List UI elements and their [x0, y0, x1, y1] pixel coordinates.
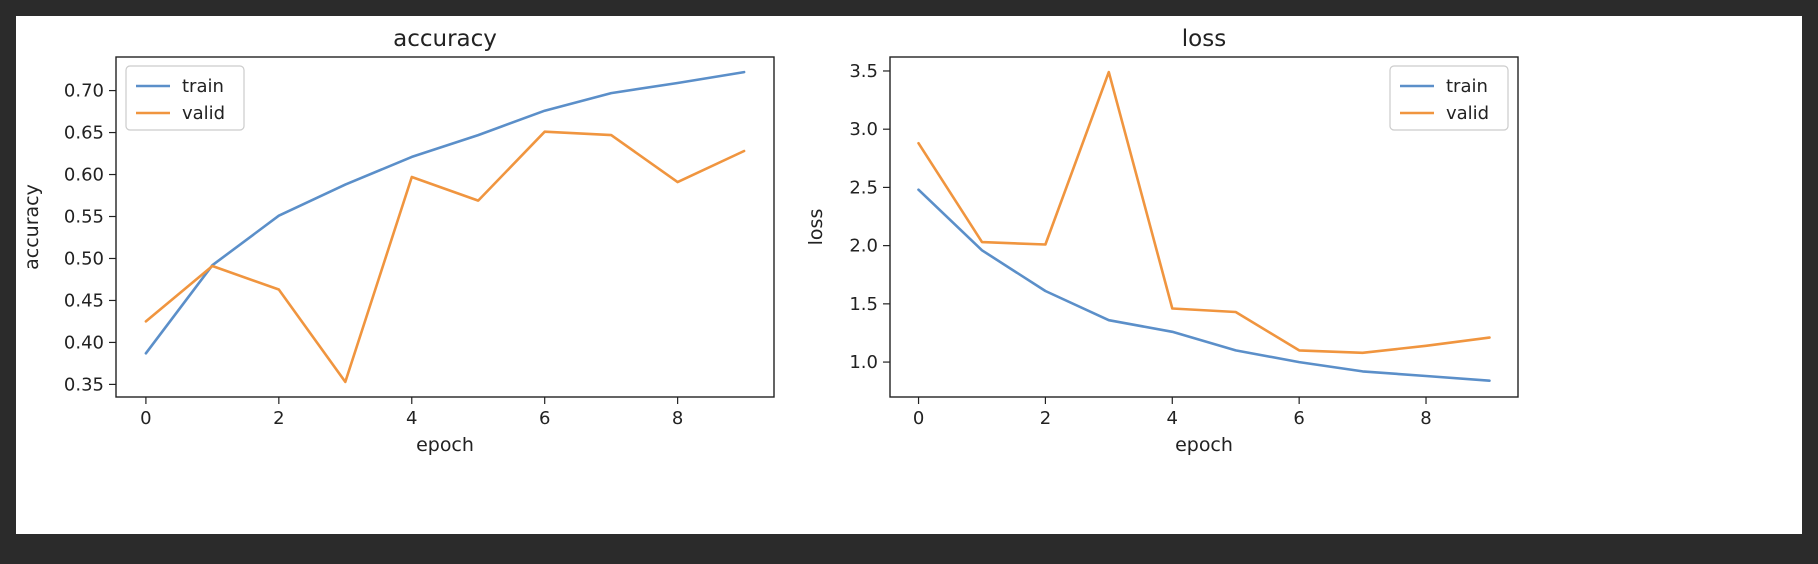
series-line-valid — [144, 130, 746, 384]
y-axis-label: loss — [805, 209, 827, 246]
plot-frame — [889, 56, 1519, 398]
y-tick-label: 0.35 — [64, 374, 104, 395]
x-tick-label: 8 — [672, 408, 683, 429]
y-tick-label: 3.5 — [849, 61, 878, 82]
chart-1: loss 0 2 4 6 8 1.0 1.5 2.0 2.5 3.0 3.5 epoch loss trai… — [805, 26, 1519, 456]
chart-0: accuracy 0 2 4 6 8 0.35 0.40 0.45 0.50 0.55 0.60 0.6… — [21, 26, 775, 456]
legend-label-valid: valid — [182, 103, 225, 124]
legend-label-valid: valid — [1446, 103, 1489, 124]
y-tick-label: 0.65 — [64, 123, 104, 144]
chart-title: accuracy — [393, 26, 497, 52]
y-tick-label: 1.5 — [849, 294, 878, 315]
figure-canvas: accuracy 0 2 4 6 8 0.35 0.40 0.45 0.50 0.55 0.60 0.6… — [21, 26, 1519, 456]
x-tick-label: 6 — [1293, 408, 1304, 429]
y-tick-label: 0.45 — [64, 290, 104, 311]
chart-title: loss — [1182, 26, 1226, 52]
x-tick-label: 0 — [913, 408, 924, 429]
legend-label-train: train — [1446, 76, 1488, 97]
legend-label-train: train — [182, 76, 224, 97]
figure: accuracy 0 2 4 6 8 0.35 0.40 0.45 0.50 0.55 0.60 0.6… — [16, 16, 1802, 534]
y-tick-label: 2.5 — [849, 177, 878, 198]
y-tick-label: 0.40 — [64, 332, 104, 353]
y-tick-label: 3.0 — [849, 119, 878, 140]
x-axis-label: epoch — [416, 434, 474, 456]
x-axis-label: epoch — [1175, 434, 1233, 456]
y-tick-label: 0.50 — [64, 248, 104, 269]
x-tick-label: 2 — [273, 408, 284, 429]
series-line-valid — [917, 70, 1491, 355]
x-tick-label: 4 — [406, 408, 417, 429]
y-tick-label: 0.55 — [64, 207, 104, 228]
legend: train valid — [125, 65, 245, 131]
y-tick-label: 1.0 — [849, 352, 878, 373]
series-line-train — [144, 70, 746, 355]
y-tick-label: 0.60 — [64, 165, 104, 186]
y-tick-label: 0.70 — [64, 81, 104, 102]
plot-frame — [115, 56, 775, 398]
x-tick-label: 2 — [1040, 408, 1051, 429]
y-tick-label: 2.0 — [849, 236, 878, 257]
x-tick-label: 6 — [539, 408, 550, 429]
series-line-train — [917, 188, 1491, 383]
legend: train valid — [1389, 65, 1509, 131]
x-tick-label: 0 — [140, 408, 151, 429]
x-tick-label: 4 — [1167, 408, 1178, 429]
y-axis-label: accuracy — [21, 184, 43, 270]
x-tick-label: 8 — [1420, 408, 1431, 429]
